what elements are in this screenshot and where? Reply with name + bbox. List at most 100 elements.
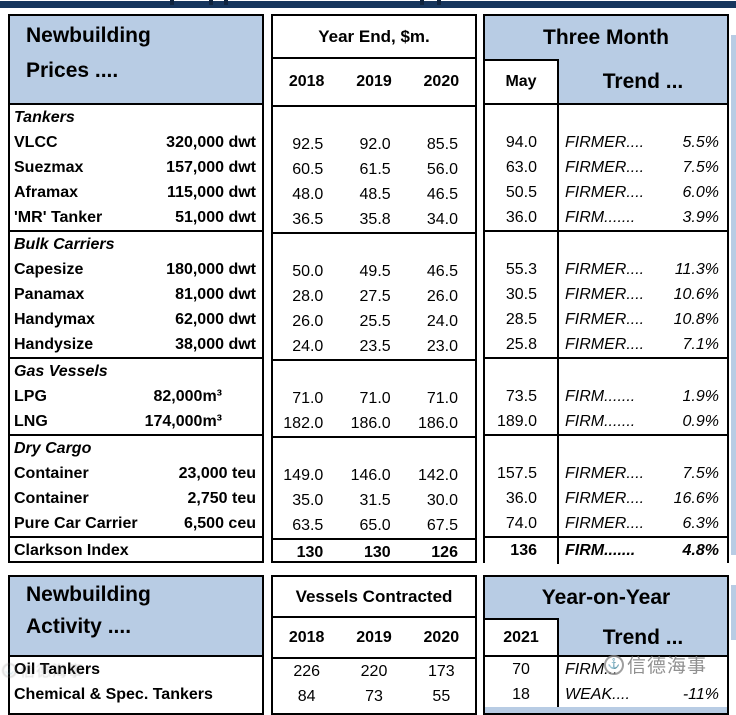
trend-percent: 7.5% [682, 464, 719, 482]
spacer-row [273, 107, 475, 132]
price-2019: 49.5 [359, 262, 391, 280]
activity-row: Oil Tankers [10, 657, 262, 682]
section: Bulk Carriers Capesize 180,000 dwt Panamax 8… [10, 230, 262, 357]
spacer-row [485, 436, 727, 461]
year-on-year-header: Year-on-Year 2021 Trend ... [485, 577, 727, 657]
trend-row: 36.0 FIRM....... 3.9% [485, 205, 727, 230]
vessels-contracted-header: Vessels Contracted [273, 577, 475, 618]
vessel-size: 2,750 teu [187, 489, 256, 507]
cropped-text-artifact [420, 0, 424, 5]
may-cell [485, 359, 559, 384]
clarkson-index-trend: 136 FIRM....... 4.8% [485, 536, 727, 564]
prices-title-line1: Newbuilding [26, 24, 151, 47]
trend-percent: 0.9% [682, 412, 719, 430]
trend-direction: FIRMER.... [565, 464, 645, 482]
cropped-adjacent-column [731, 585, 736, 640]
vessel-size: 38,000 dwt [175, 335, 256, 353]
trend-col-header: Trend ... [602, 625, 684, 649]
vessel-row: VLCC 320,000 dwt [10, 130, 262, 155]
trend-col-header: Trend ... [602, 70, 684, 93]
vessel-size: 51,000 dwt [175, 208, 256, 226]
may-value: 30.5 [485, 282, 559, 307]
price-2020: 186.0 [417, 414, 458, 432]
vessel-size: 6,500 ceu [183, 514, 256, 532]
years-header-row: 2018 2019 2020 [273, 618, 475, 657]
vessel-row: Pure Car Carrier 6,500 ceu [10, 511, 262, 536]
yearend-header: Year End, $m. [273, 16, 475, 59]
may-value: 36.0 [485, 486, 559, 511]
watermark-text: 信德海事 [20, 663, 85, 680]
vessel-name: Panamax [14, 285, 85, 303]
year-on-year-title: Year-on-Year [541, 585, 671, 609]
vessel-name: Container [14, 464, 89, 482]
spacer-row [485, 105, 727, 130]
count-2019: 220 [360, 662, 388, 680]
price-2020: 34.0 [426, 210, 458, 228]
may-value: 157.5 [485, 461, 559, 486]
prices-labels-panel: Newbuilding Prices .... Tankers VLCC 320,0… [8, 14, 264, 563]
activity-name: Chemical & Spec. Tankers [14, 685, 213, 703]
vessel-name: Suezmax [14, 158, 84, 176]
year-col-header: 2020 [423, 73, 460, 90]
spacer-row [485, 232, 727, 257]
year-col-header: 2018 [288, 73, 325, 90]
trend-percent: -11% [682, 685, 719, 703]
price-2018: 36.5 [292, 210, 324, 228]
price-2020: 142.0 [417, 466, 458, 484]
activity-labels-panel: Newbuilding Activity .... Oil Tankers Che… [8, 575, 264, 715]
price-2019: 23.5 [359, 337, 391, 355]
price-2019: 146.0 [350, 466, 391, 484]
price-2019: 25.5 [359, 312, 391, 330]
price-2020: 56.0 [426, 160, 458, 178]
trend-percent: 4.8% [682, 542, 719, 559]
price-row: 35.0 31.5 30.0 [273, 488, 475, 513]
trend-direction: FIRMER.... [565, 489, 645, 507]
clarkson-index-label: Clarkson Index [14, 542, 129, 559]
trend-percent: 10.8% [673, 310, 719, 328]
section: 73.5 FIRM....... 1.9% 189.0 FIRM....... 0.9% [485, 357, 727, 434]
count-2020: 55 [432, 687, 451, 705]
cropped-text-artifact [224, 0, 228, 5]
price-2019: 61.5 [359, 160, 391, 178]
price-2018: 48.0 [292, 185, 324, 203]
vessel-row: Container 2,750 teu [10, 486, 262, 511]
price-2018: 92.5 [292, 135, 324, 153]
price-2018: 35.0 [292, 491, 324, 509]
trend-row: 63.0 FIRMER.... 7.5% [485, 155, 727, 180]
count-2018: 226 [293, 662, 321, 680]
section-label-row: Gas Vessels [10, 359, 262, 384]
price-row: 26.0 25.5 24.0 [273, 309, 475, 334]
vessel-row: Panamax 81,000 dwt [10, 282, 262, 307]
vessel-name: VLCC [14, 133, 58, 151]
cropped-text-artifact [437, 0, 441, 5]
count-2019: 73 [365, 687, 383, 705]
trend-direction: FIRMER.... [565, 285, 645, 303]
price-row: 71.0 71.0 71.0 [273, 386, 475, 411]
activity-contracted-panel: Vessels Contracted 2018 2019 2020 226 220… [271, 575, 477, 715]
may-value: 28.5 [485, 307, 559, 332]
price-2020: 71.0 [426, 389, 458, 407]
trend-row: 50.5 FIRMER.... 6.0% [485, 180, 727, 205]
spacer-row [273, 361, 475, 386]
current-year-value: 70 [485, 657, 559, 682]
three-month-header: Three Month May Trend ... [485, 16, 727, 105]
count-2018: 84 [297, 687, 316, 705]
spacer-row [485, 359, 727, 384]
prices-title-header: Newbuilding Prices .... [10, 16, 262, 105]
year-col-header: 2018 [288, 628, 325, 646]
vessel-name: Container [14, 489, 89, 507]
price-row: 36.5 35.8 34.0 [273, 207, 475, 232]
section: Tankers VLCC 320,000 dwt Suezmax 157,000 dwt… [10, 105, 262, 230]
may-value: 189.0 [485, 409, 559, 434]
trend-percent: 5.5% [682, 133, 719, 151]
price-2020: 26.0 [426, 287, 458, 305]
faint-watermark: ⚓ 信德海事 [2, 660, 84, 681]
price-row: 48.0 48.5 46.5 [273, 182, 475, 207]
may-value: 55.3 [485, 257, 559, 282]
section: 50.0 49.5 46.5 28.0 27.5 26.0 26.0 25.5 24.0 24.0… [273, 232, 475, 359]
vessel-name: 'MR' Tanker [14, 208, 103, 226]
vessel-size: 157,000 dwt [166, 158, 256, 176]
price-2020: 23.0 [426, 337, 458, 355]
may-value: 36.0 [485, 205, 559, 230]
vessel-name: Capesize [14, 260, 84, 278]
